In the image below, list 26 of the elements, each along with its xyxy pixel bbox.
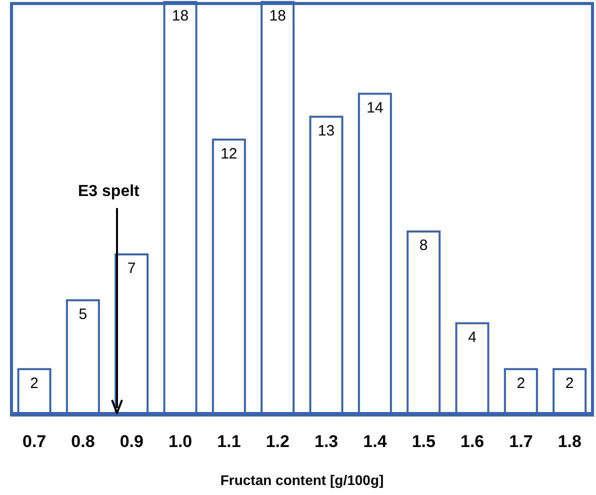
data-label: 2 [516,374,526,392]
x-tick-label: 0.9 [120,432,144,452]
data-label: 13 [318,122,335,140]
annotation: E3 spelt [78,183,140,201]
data-label: 8 [419,237,428,254]
x-axis-title: Fructan content [g/100g] [220,472,384,488]
data-label: 18 [172,8,189,25]
x-tick-label: 1.7 [509,432,533,452]
x-tick-label: 0.7 [22,432,46,452]
x-tick-label: 1.4 [363,432,388,452]
data-label: 2 [30,374,38,392]
x-tick-label: 1.1 [217,432,241,452]
x-tick-label: 0.8 [71,432,95,452]
data-label: 18 [269,8,286,25]
x-tick-label: 1.8 [558,432,582,452]
data-label: 14 [366,99,384,116]
data-label: 4 [468,328,476,346]
data-label: 5 [78,306,88,323]
data-label: 2 [565,374,574,392]
x-tick-label: 1.6 [460,432,484,452]
data-label: 7 [127,260,136,278]
x-tick-label: 1.0 [168,432,192,452]
data-label: 12 [220,145,238,162]
x-tick-label: 1.2 [266,432,290,452]
x-tick-label: 1.5 [412,432,436,452]
x-tick-label: 1.3 [314,432,338,452]
